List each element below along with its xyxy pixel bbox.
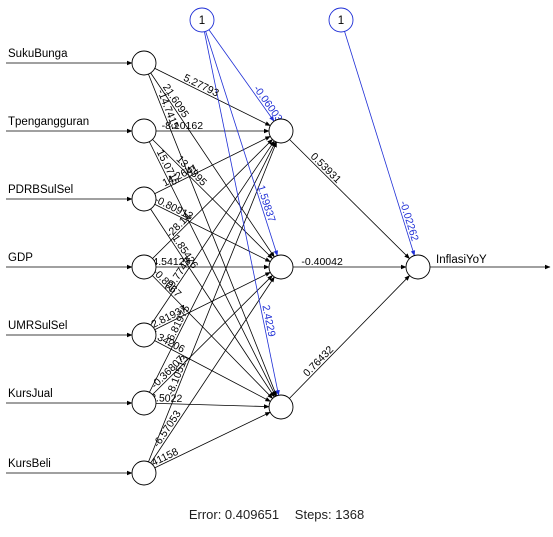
edge-input-hidden xyxy=(143,334,271,402)
input-node xyxy=(131,118,157,144)
input-label-pdrbsulsel: PDRBSulSel xyxy=(8,184,73,196)
output-label: InflasiYoY xyxy=(436,254,487,266)
edge-input-hidden xyxy=(143,130,277,397)
edge-input-hidden xyxy=(143,62,277,397)
edge-bias-hidden xyxy=(201,19,278,257)
input-node xyxy=(131,460,157,486)
edge-input-hidden xyxy=(143,198,275,398)
edge-input-hidden xyxy=(143,140,275,336)
edge-bias-hidden xyxy=(201,19,280,396)
weight-edges xyxy=(6,19,551,476)
hidden-node xyxy=(268,118,294,144)
weight-label: 4.54127 xyxy=(152,256,190,268)
input-node xyxy=(131,322,157,348)
input-node xyxy=(131,254,157,280)
edge-bias-hidden xyxy=(201,19,275,122)
input-label-sukubunga: SukuBunga xyxy=(8,48,68,60)
edge-input-hidden xyxy=(143,411,271,474)
edge-input-hidden xyxy=(143,135,271,200)
bias-node xyxy=(328,7,354,33)
edge-input-hidden xyxy=(143,275,273,404)
edge-input-hidden xyxy=(143,271,271,336)
edge-input-hidden xyxy=(143,62,275,258)
weight-label: -8.10162 xyxy=(162,120,204,132)
training-summary: Error: 0.409651 Steps: 1368 xyxy=(0,507,553,522)
bias-weight-label: 2.4229 xyxy=(259,304,277,338)
error-text: Error: 0.409651 xyxy=(188,507,280,522)
bias-node-label: 1 xyxy=(338,15,344,27)
edge-hidden-output xyxy=(280,275,410,408)
hidden-output-weight-label: -0.40042 xyxy=(301,256,343,268)
edge-hidden-output xyxy=(280,130,410,259)
edge-input-hidden xyxy=(143,141,277,474)
edge-input-hidden xyxy=(143,130,273,259)
bias-weight-label: 1.59837 xyxy=(255,184,278,224)
edge-input-hidden xyxy=(143,402,270,409)
edge-input-hidden xyxy=(143,266,273,399)
hidden-node xyxy=(268,254,294,280)
input-label-gdp: GDP xyxy=(8,252,33,264)
input-label-umrsulsel: UMRSulSel xyxy=(8,320,67,332)
input-node xyxy=(131,50,157,76)
edge-input-hidden xyxy=(143,276,275,474)
hidden-node xyxy=(268,394,294,420)
input-label-kursjual: KursJual xyxy=(8,388,53,400)
edge-input-hidden xyxy=(143,62,271,127)
weight-label: 5.27793 xyxy=(181,72,220,100)
edge-bias-output xyxy=(340,19,416,257)
bias-output-weight-label: -0.02262 xyxy=(397,199,421,242)
input-label-kursbeli: KursBeli xyxy=(8,458,51,470)
steps-text: Steps: 1368 xyxy=(294,507,365,522)
edge-input-hidden xyxy=(143,139,273,268)
hidden-output-weight-label: 0.53931 xyxy=(308,151,344,186)
bias-node xyxy=(189,7,215,33)
bias-node-label: 1 xyxy=(199,15,205,27)
edge-input-hidden xyxy=(143,141,276,404)
bias-weight-label: -0.06003 xyxy=(251,83,285,124)
input-label-tpengangguran: Tpengangguran xyxy=(8,116,89,128)
input-node xyxy=(131,390,157,416)
input-node xyxy=(131,186,157,212)
output-node xyxy=(405,254,431,280)
hidden-output-weight-label: 0.76432 xyxy=(301,344,336,380)
